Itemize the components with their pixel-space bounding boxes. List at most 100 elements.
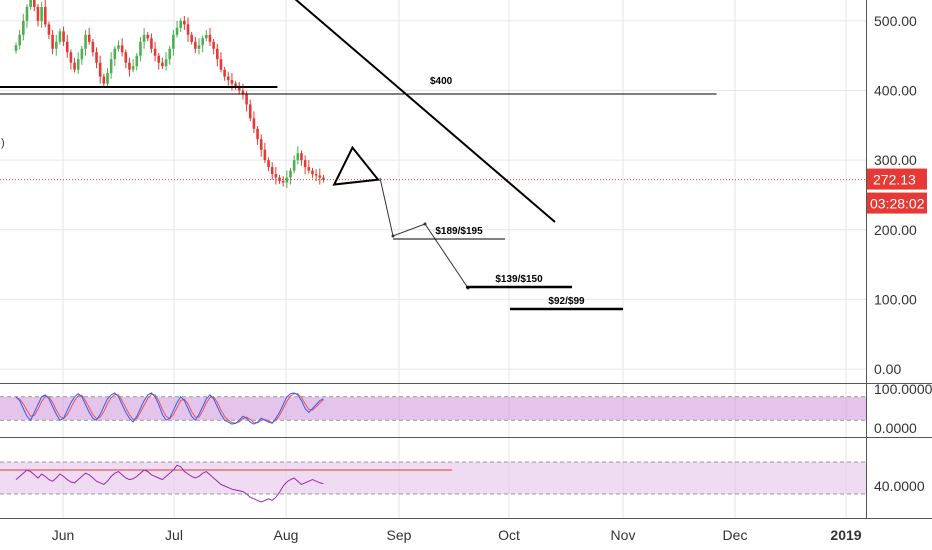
candle-body [139,41,142,56]
pane-separators [0,0,932,519]
candle-body [208,34,212,42]
stochastic-series [15,392,324,425]
candle-body [245,94,248,105]
candle-body [270,167,274,175]
candle-body [84,34,87,49]
chart-drawings: $400 $189/$195 $139/$150 $92/$99 [0,0,866,311]
candle-body [62,31,65,42]
candle-body [106,73,109,84]
candle-body [296,153,300,161]
candle-body [175,27,179,35]
price-tick: 100.00 [874,291,917,307]
candle-body [289,170,292,178]
candle-body [91,41,95,53]
candle-body [259,139,263,150]
candle-body [161,62,164,67]
candle-body [164,59,168,67]
candle-body [205,34,208,39]
countdown-label: 03:28:02 [870,196,925,212]
candle-body [120,45,124,53]
candle-body [40,6,43,21]
candle-body [150,38,153,49]
candle-body [102,76,106,84]
time-tick-jun: Jun [52,527,75,543]
candle-body [95,52,98,63]
candle-body [248,104,252,119]
time-tick-jul: Jul [165,527,183,543]
price-axis[interactable]: 500.00 400.00 300.00 200.00 100.00 0.00 272.13… [867,13,932,494]
rsi-series [0,464,452,503]
price-tick: 500.00 [874,13,917,29]
price-tick: 0.00 [874,361,901,377]
candle-body [14,45,18,51]
candle-body [226,76,230,81]
time-tick-sep: Sep [387,527,412,543]
rsi-band [0,462,866,494]
downtrend-line [294,0,556,223]
candle-body [87,34,91,42]
rsi-tick: 40.0000 [874,478,925,494]
current-price-badge [867,168,927,190]
candle-body [36,6,40,21]
candle-body [153,48,157,56]
candle-body [128,62,131,70]
triangle-pattern [332,145,380,186]
time-tick-nov: Nov [611,527,636,543]
candle-body [80,48,84,60]
candle-body [303,160,307,168]
candle-body [179,20,182,28]
price-target-label: $139/$150 [495,274,543,285]
stoch-tick: 100.0000 [874,381,932,397]
candle-body [234,83,237,88]
indicator-bands [0,396,866,495]
candle-body [131,66,135,70]
candle-body [168,48,172,60]
price-tick: 200.00 [874,222,917,238]
candle-body [124,52,128,63]
candle-body [117,45,120,49]
candle-body [47,24,51,35]
projection-path [379,177,469,289]
rsi-line [15,464,324,503]
price-target-label: $189/$195 [435,226,483,237]
stoch-tick: 0.0000 [874,420,917,436]
candle-body [22,20,25,35]
candle-body [263,149,267,161]
candle-body [230,80,234,84]
candle-body [113,48,117,60]
time-tick-2019: 2019 [830,527,861,543]
candle-body [318,175,322,178]
candle-body [43,6,47,25]
projection-arrowhead [423,222,427,226]
stoch-band [0,396,866,421]
candle-body [33,0,36,7]
time-axis[interactable]: Jun Jul Aug Sep Oct Nov Dec 2019 [52,527,862,543]
candle-body [58,31,62,42]
projection-arrowhead [391,234,395,238]
candle-body [281,181,285,183]
price-target-label: $92/$99 [548,296,585,307]
candle-body [314,174,318,176]
price-tick: 400.00 [874,83,917,99]
candle-body [292,160,296,171]
candle-body [300,153,303,161]
candle-body [267,160,270,168]
candle-body [186,24,190,35]
candle-body [311,170,314,175]
candle-body [274,174,278,178]
candle-body [223,69,226,77]
candle-body [307,167,311,171]
candle-body [237,87,241,91]
countdown-badge [867,192,927,214]
candle-body [98,62,102,77]
candle-body [201,38,204,46]
candle-body [135,55,139,67]
candle-body [18,34,21,46]
time-tick-oct: Oct [498,527,520,543]
time-tick-aug: Aug [274,527,299,543]
candle-body [194,41,197,49]
candle-body [29,0,32,7]
candle-body [252,118,256,129]
candle-body [73,62,76,70]
